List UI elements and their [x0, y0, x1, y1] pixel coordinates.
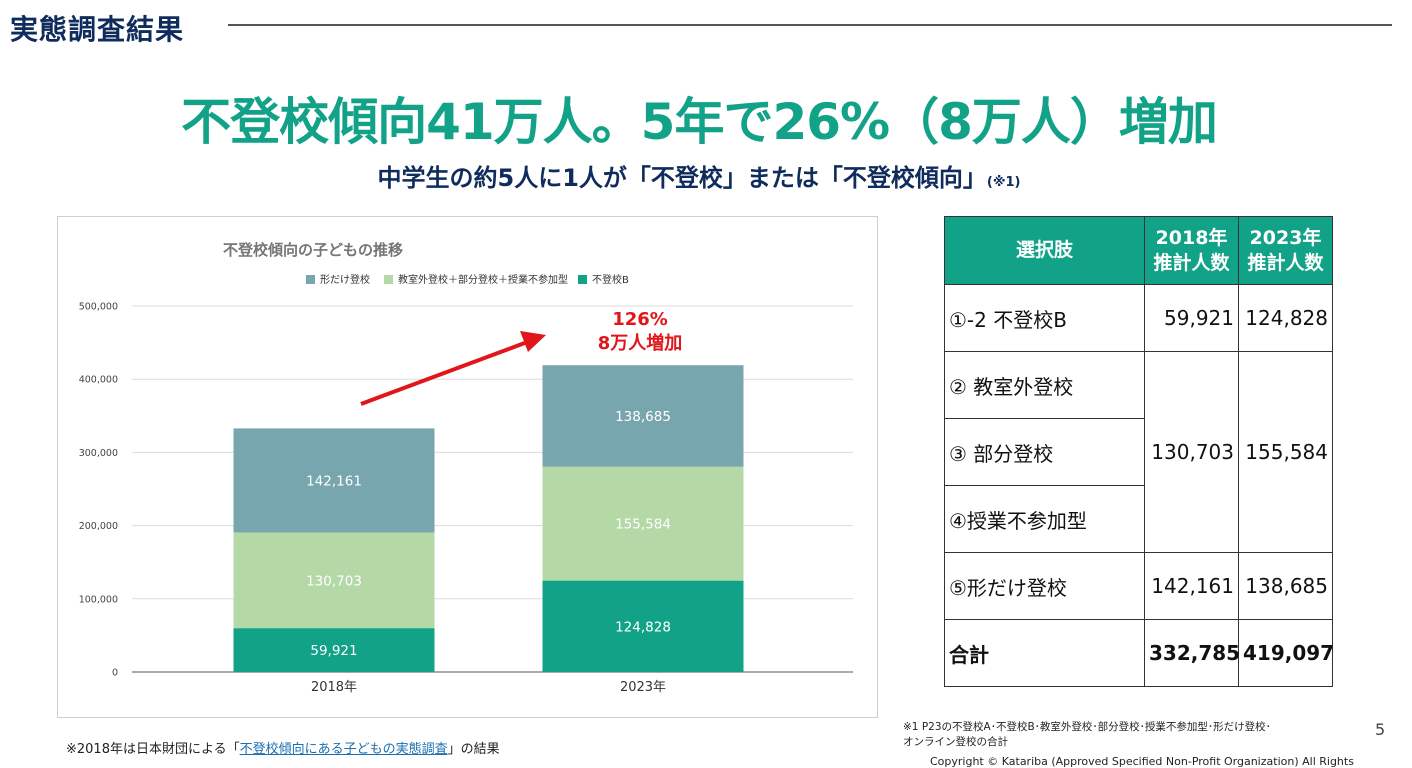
data-label: 130,703 [306, 573, 362, 589]
annotation-percent: 126% [612, 309, 668, 330]
table-header-row: 選択肢 2018年 推計人数 2023年 推計人数 [944, 216, 1333, 285]
total-2018: 332,785 [1144, 619, 1240, 687]
row-2023: 124,828 [1238, 284, 1333, 352]
legend-swatch [578, 275, 587, 284]
row-option: ①-2 不登校B [944, 284, 1145, 352]
footnote-suffix: 」の結果 [447, 742, 500, 757]
row-2018: 130,703 [1144, 351, 1239, 553]
page-number: 5 [1375, 720, 1386, 739]
bar-segment [233, 428, 435, 533]
bar-segment [233, 532, 435, 629]
y-tick-label: 500,000 [79, 302, 118, 313]
x-tick-label: 2018年 [311, 680, 357, 695]
source-footnote: ※2018年は日本財団による「不登校傾向にある子どもの実態調査」の結果 [66, 738, 500, 757]
data-label: 138,685 [615, 409, 671, 425]
survey-link[interactable]: 不登校傾向にある子どもの実態調査 [239, 742, 448, 757]
bar-segment [542, 466, 744, 581]
header-rule [228, 24, 1392, 26]
data-label: 142,161 [306, 473, 362, 489]
y-tick-label: 400,000 [79, 375, 118, 386]
stacked-bar-chart: 不登校傾向の子どもの推移 0 100,000 200,000 300,000 400,00… [79, 241, 853, 695]
row-option: ③ 部分登校 [944, 418, 1145, 486]
row-2023: 155,584 [1238, 351, 1333, 553]
annotation-increase: 8万人増加 [598, 332, 683, 354]
subhead-text: 中学生の約5人に1人が「不登校」または「不登校傾向」 [377, 164, 987, 192]
table-total-row: 合計 332,785 419,097 [944, 619, 1334, 687]
legend-swatch [384, 275, 393, 284]
header-2023: 2023年 推計人数 [1238, 216, 1333, 285]
legend-label: 不登校B [592, 273, 629, 286]
summary-table: 選択肢 2018年 推計人数 2023年 推計人数 ①-2 不登校B 59,921 … [944, 216, 1334, 687]
definition-footnote: ※1 P23の不登校A･不登校B･教室外登校･部分登校･授業不参加型･形だけ登校… [903, 720, 1333, 749]
chart-frame: 不登校傾向の子どもの推移 0 100,000 200,000 300,000 400,00… [57, 216, 878, 718]
chart-title: 不登校傾向の子どもの推移 [223, 241, 403, 259]
table-row: ② 教室外登校 130,703 155,584 [944, 351, 1333, 553]
row-2018: 142,161 [1144, 552, 1239, 620]
y-tick-label: 200,000 [79, 521, 118, 532]
growth-arrow-shaft [360, 339, 531, 406]
copyright: Copyright © Katariba (Approved Specified… [930, 755, 1354, 768]
subhead: 中学生の約5人に1人が「不登校」または「不登校傾向」(※1) [0, 158, 1398, 193]
header-2018: 2018年 推計人数 [1144, 216, 1239, 285]
footnote-line: ※1 P23の不登校A･不登校B･教室外登校･部分登校･授業不参加型･形だけ登校… [903, 721, 1271, 733]
row-option: ⑤形だけ登校 [944, 552, 1145, 620]
bar-segment [542, 580, 744, 672]
legend-swatch [306, 275, 315, 284]
row-2018: 59,921 [1144, 284, 1239, 352]
total-2023: 419,097 [1238, 619, 1334, 687]
total-label: 合計 [944, 619, 1145, 687]
table-row: ①-2 不登校B 59,921 124,828 [944, 284, 1333, 352]
y-tick-label: 0 [112, 668, 118, 679]
y-tick-label: 100,000 [79, 594, 118, 605]
data-label: 59,921 [310, 643, 357, 659]
footnote-line: オンライン登校の合計 [903, 735, 1008, 748]
legend-label: 教室外登校＋部分登校＋授業不参加型 [398, 273, 568, 286]
growth-arrow-head [520, 331, 546, 352]
section-title: 実態調査結果 [10, 13, 185, 46]
subhead-note: (※1) [986, 175, 1021, 190]
row-2023: 138,685 [1238, 552, 1333, 620]
row-option: ② 教室外登校 [944, 351, 1145, 419]
footnote-prefix: ※2018年は日本財団による「 [66, 742, 240, 757]
data-label: 124,828 [615, 619, 671, 635]
bar-segment [233, 628, 435, 672]
row-option: ④授業不参加型 [944, 485, 1145, 553]
data-label: 155,584 [615, 517, 671, 533]
y-tick-label: 300,000 [79, 448, 118, 459]
legend-label: 形だけ登校 [320, 273, 370, 286]
header-option: 選択肢 [944, 216, 1145, 285]
x-tick-label: 2023年 [620, 680, 666, 695]
headline: 不登校傾向41万人。5年で26%（8万人）増加 [181, 93, 1218, 151]
bar-segment [542, 365, 744, 467]
table-row: ⑤形だけ登校 142,161 138,685 [944, 552, 1333, 620]
